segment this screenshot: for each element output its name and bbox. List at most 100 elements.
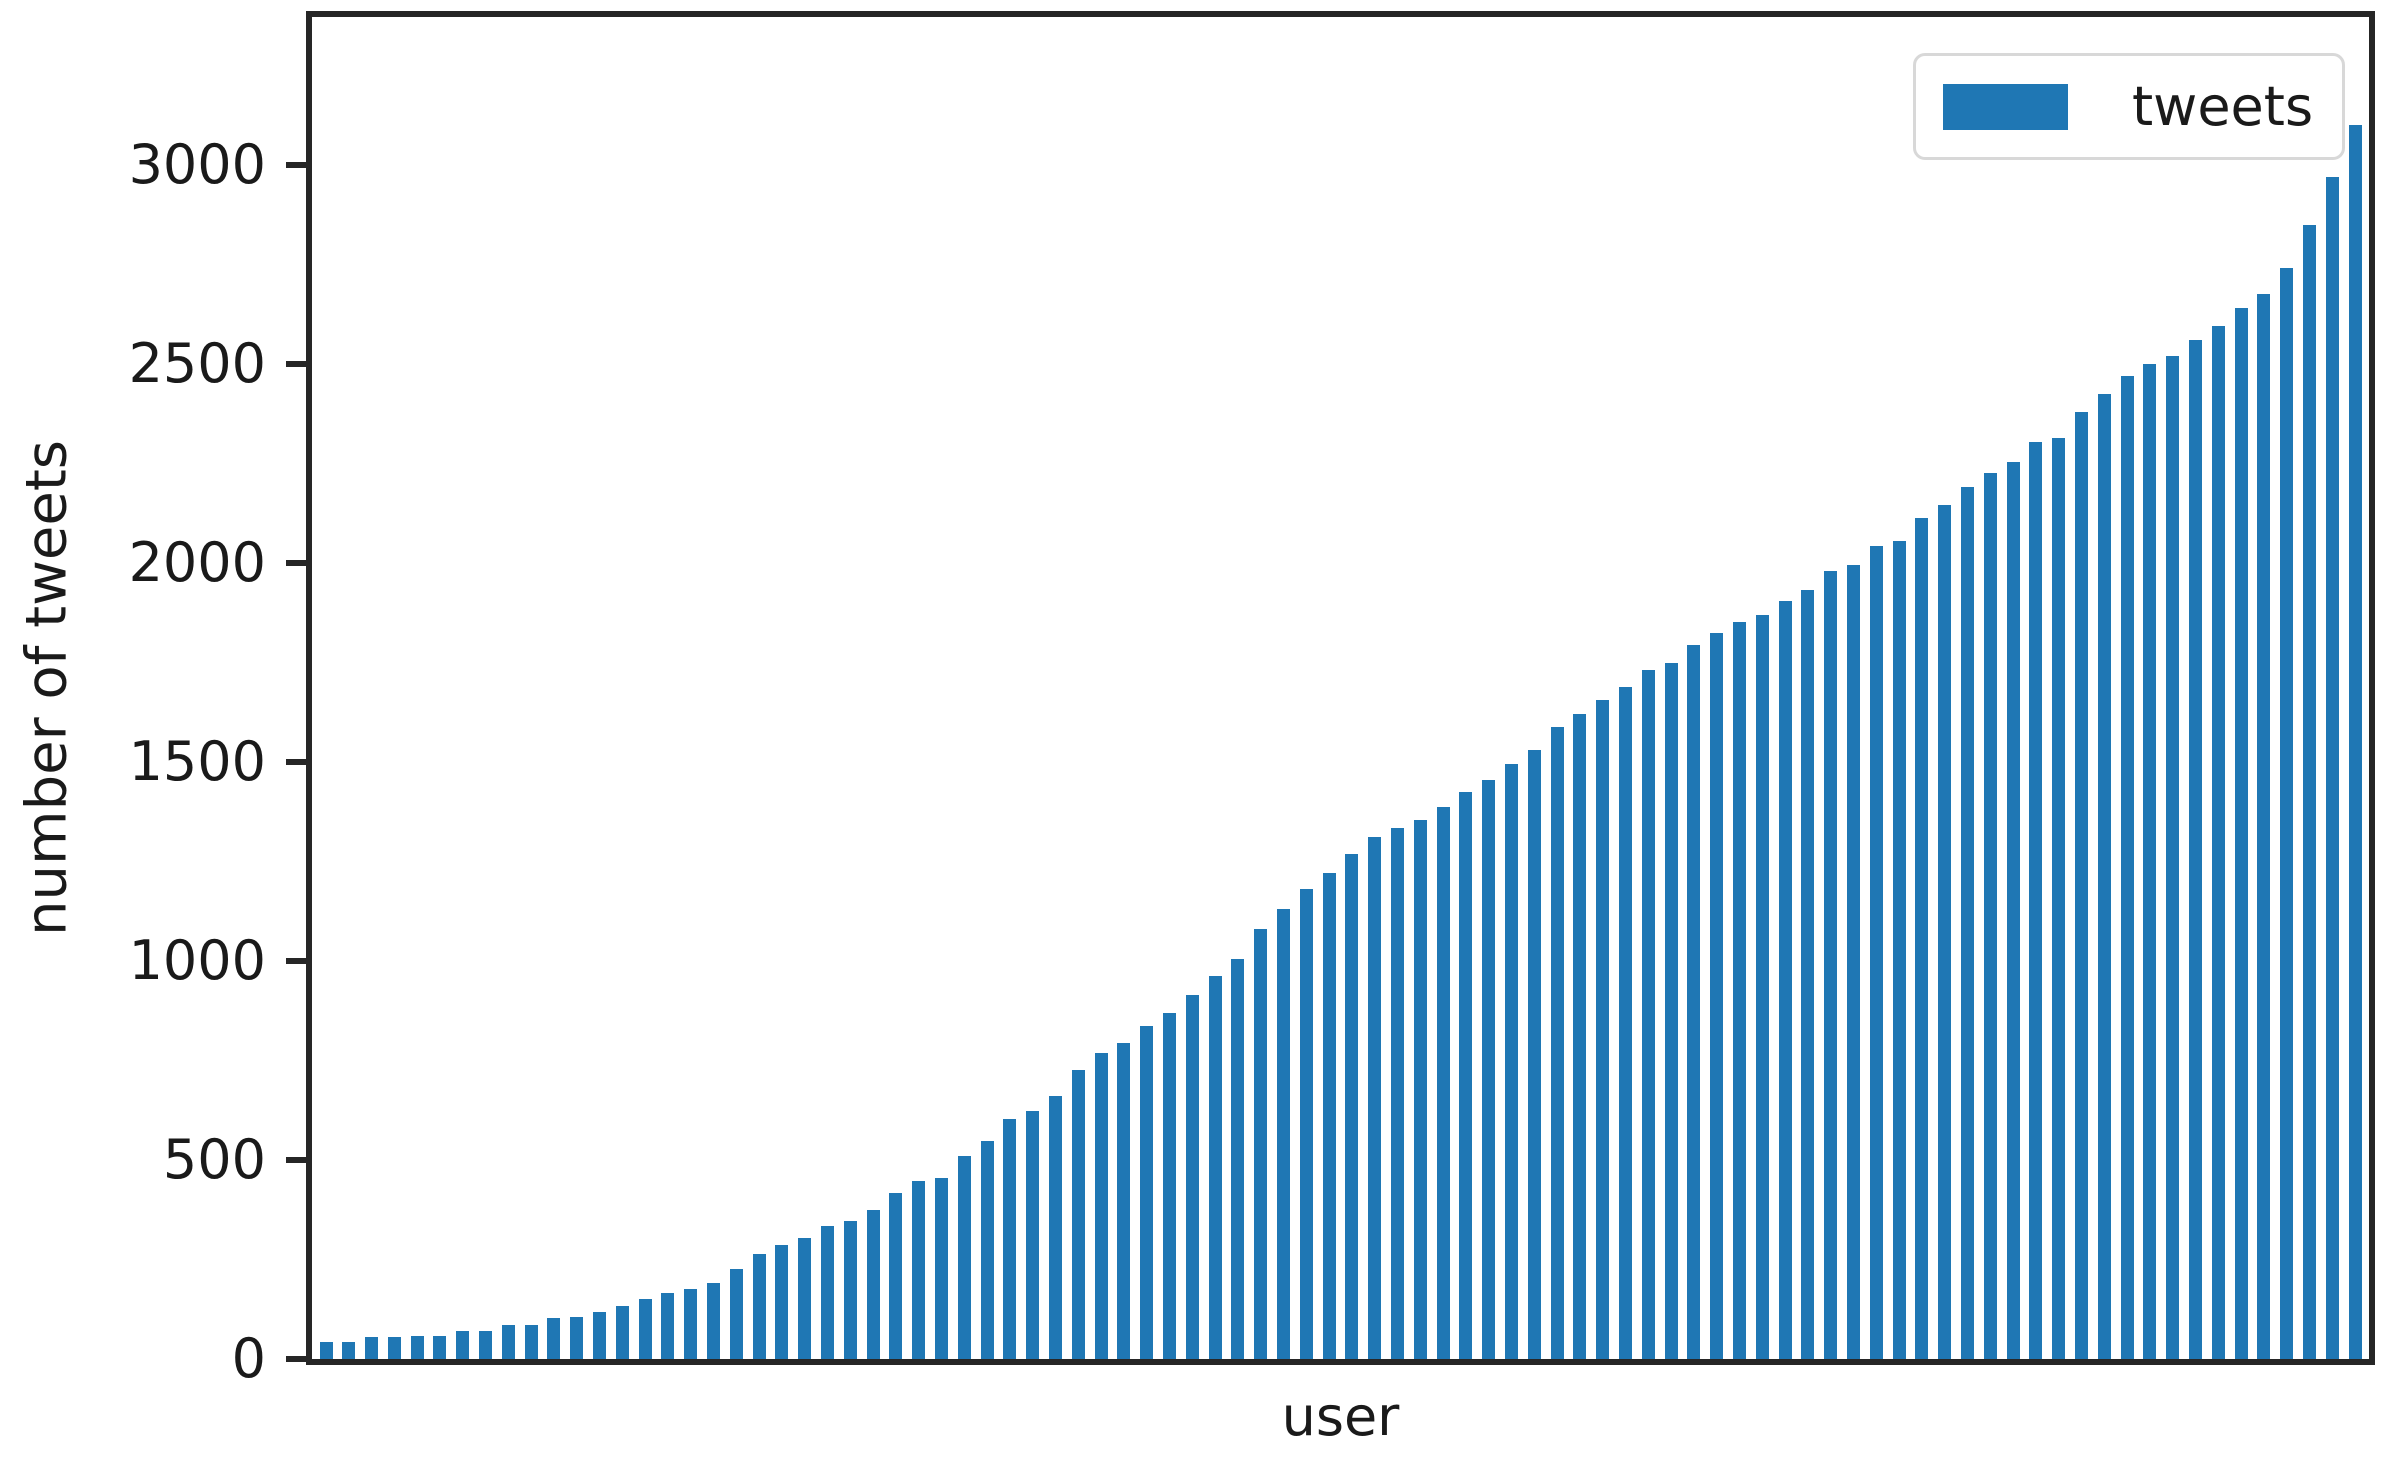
y-tick-label: 500 [162,1128,266,1192]
bar [433,1336,447,1359]
bar [1938,505,1952,1359]
bar [1185,995,1199,1359]
bar [2052,438,2066,1359]
bar [1094,1053,1108,1359]
bar [889,1193,903,1359]
bar [729,1269,743,1359]
bar [980,1141,994,1359]
bar [2348,125,2362,1359]
bar [2029,442,2043,1359]
y-tick-label: 0 [231,1327,266,1390]
bar [1573,714,1587,1359]
bar [1892,541,1906,1359]
bar [1664,663,1678,1359]
bar [1003,1119,1017,1359]
bar [2280,268,2294,1359]
bar [1983,473,1997,1359]
bar [1504,764,1518,1359]
bar [1254,929,1268,1359]
bar [593,1312,607,1359]
bar [1368,837,1382,1359]
bar [843,1221,857,1359]
legend: tweets [1913,53,2345,160]
bar [365,1337,379,1359]
y-tick-mark [286,162,306,169]
bar [1026,1111,1040,1359]
bar [410,1336,424,1359]
bar [821,1226,835,1359]
bar [1436,807,1450,1359]
bar [2325,177,2339,1359]
bar [570,1317,584,1359]
bar [2074,412,2088,1359]
bar [2302,225,2316,1359]
bar [1687,645,1701,1359]
y-tick-label: 1500 [128,730,266,794]
y-tick-mark [286,560,306,567]
bar [2257,294,2271,1359]
bar [387,1337,401,1359]
bar [1413,820,1427,1359]
bar [798,1238,812,1359]
bar [1618,687,1632,1359]
bar [866,1210,880,1359]
bar [456,1331,470,1359]
bar [1755,615,1769,1359]
bar [1778,601,1792,1359]
bar [2234,308,2248,1359]
bar [319,1342,333,1359]
bar [1915,518,1929,1359]
y-tick-label: 2000 [128,531,266,595]
x-axis-label: user [1281,1385,1400,1448]
legend-label: tweets [2132,75,2314,138]
bar [2006,462,2020,1359]
bar [615,1306,629,1359]
bar [2188,340,2202,1359]
bar [1824,571,1838,1359]
bar [1960,487,1974,1359]
bar [1322,873,1336,1359]
bar [661,1293,675,1359]
bar [1071,1070,1085,1359]
bar [1527,750,1541,1359]
bar [707,1283,721,1359]
bar [1140,1026,1154,1359]
bar [1208,976,1222,1359]
legend-swatch [1943,83,2068,130]
bar [684,1289,698,1359]
y-tick-label: 1000 [128,929,266,993]
bar [1641,670,1655,1359]
bar [547,1318,561,1359]
bar [775,1245,789,1359]
bar [1801,590,1815,1359]
bar [1390,828,1404,1359]
bar [1345,854,1359,1359]
bar [2120,376,2134,1359]
y-tick-mark [286,759,306,766]
bar [524,1325,538,1359]
bar [1231,959,1245,1359]
y-tick-label: 2500 [128,332,266,396]
bar [479,1331,493,1359]
bar [935,1178,949,1359]
bar [1163,1013,1177,1359]
y-axis-label: number of tweets [14,440,80,936]
bar [957,1156,971,1359]
y-tick-label: 3000 [128,133,266,197]
bar [1596,700,1610,1359]
plot-area: 0 500 1000 1500 2000 2500 3000 [129,11,2375,1390]
bar [752,1254,766,1359]
bar [1846,565,1860,1359]
bar [1869,546,1883,1359]
bar [1459,792,1473,1359]
bar [501,1325,515,1359]
bar [1710,633,1724,1359]
bar [1299,889,1313,1359]
bar [2097,394,2111,1359]
y-tick-mark [286,1157,306,1164]
bar [1117,1043,1131,1359]
bar [1732,622,1746,1359]
bar [638,1299,652,1359]
bar [1482,780,1496,1359]
